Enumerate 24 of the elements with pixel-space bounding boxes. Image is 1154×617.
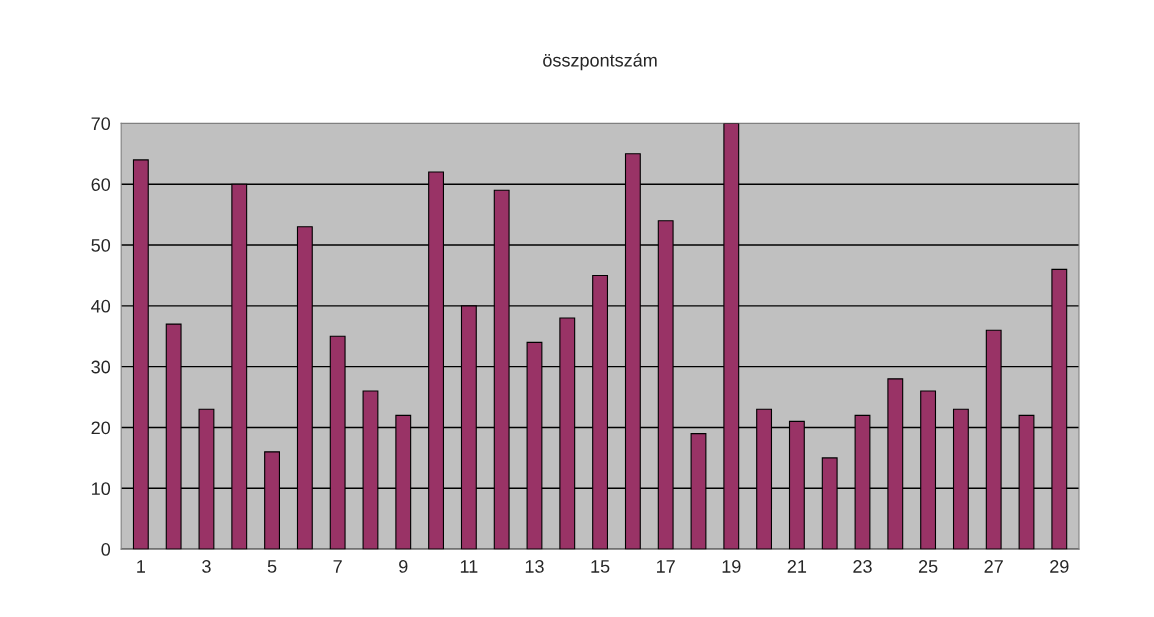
y-tick-label: 40 bbox=[91, 299, 111, 313]
x-tick-label: 21 bbox=[787, 560, 807, 573]
x-tick-label: 9 bbox=[399, 560, 408, 573]
x-tick-label: 3 bbox=[202, 560, 211, 573]
x-tick-label: 19 bbox=[722, 560, 741, 573]
x-tick-label: 25 bbox=[918, 560, 938, 573]
y-tick-label: 50 bbox=[91, 238, 111, 252]
x-tick-label: 29 bbox=[1050, 560, 1069, 573]
chart-title: összpontszám bbox=[543, 53, 657, 71]
y-tick-label: 20 bbox=[91, 421, 111, 435]
y-tick-label: 10 bbox=[92, 482, 111, 496]
x-tick-label: 23 bbox=[853, 560, 872, 573]
x-tick-label: 5 bbox=[267, 560, 277, 573]
x-tick-label: 17 bbox=[657, 560, 675, 573]
y-tick-label: 30 bbox=[91, 360, 111, 374]
x-tick-label: 13 bbox=[525, 560, 544, 573]
x-tick-label: 15 bbox=[591, 560, 610, 573]
x-tick-label: 7 bbox=[333, 560, 342, 573]
y-tick-label: 0 bbox=[101, 543, 111, 556]
y-tick-label: 70 bbox=[91, 117, 111, 131]
y-tick-label: 60 bbox=[91, 178, 111, 191]
x-tick-label: 1 bbox=[137, 560, 145, 573]
x-tick-label: 11 bbox=[460, 560, 478, 573]
x-tick-label: 27 bbox=[984, 560, 1003, 573]
